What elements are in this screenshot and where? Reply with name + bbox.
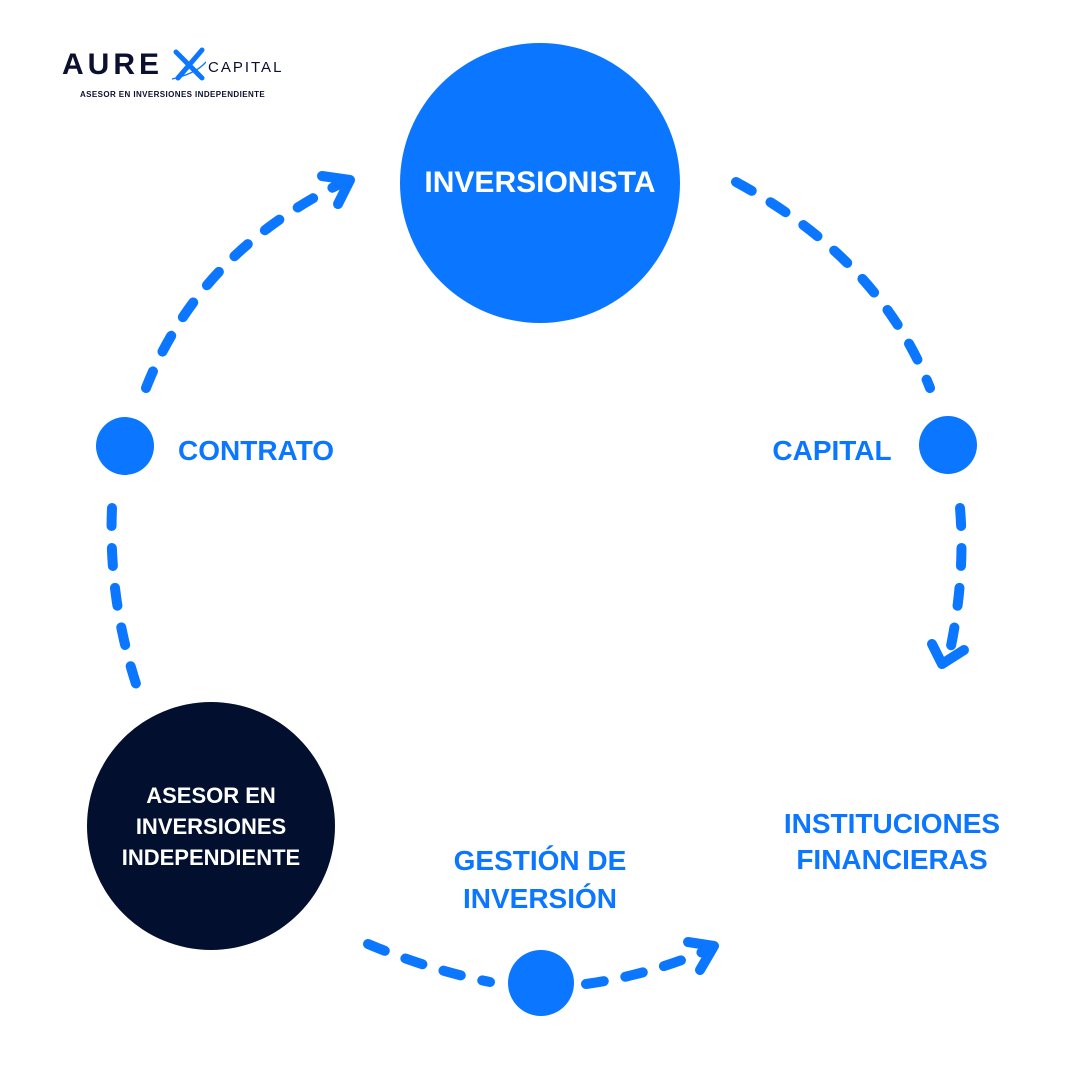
- logo: AURE CAPITAL ASESOR EN INVERSIONES INDEP…: [62, 47, 302, 104]
- arrow-investor-to-capital: [731, 177, 935, 393]
- arrow-head-right: [683, 937, 719, 975]
- arrow-head-investor: [317, 171, 355, 209]
- management-label-line-1: GESTIÓN DE: [453, 845, 627, 876]
- advisor-label-line-3: INDEPENDIENTE: [121, 845, 301, 870]
- logo-capital: CAPITAL: [208, 59, 284, 76]
- capital-label: CAPITAL: [772, 435, 892, 466]
- arrow-advisor-to-management: [363, 939, 495, 987]
- investor-node: [400, 43, 680, 323]
- institutions-label-line-2: FINANCIERAS: [796, 844, 988, 875]
- arrow-contract-to-investor: [141, 175, 353, 393]
- arrow-advisor-to-contract: [106, 503, 143, 695]
- advisor-node: [87, 702, 335, 950]
- contract-dot: [96, 417, 154, 475]
- arrow-capital-to-institutions: [943, 503, 967, 665]
- logo-wordmark: AURE: [62, 48, 164, 81]
- advisor-label: ASESOR EN INVERSIONES INDEPENDIENTE: [96, 780, 326, 873]
- arrow-head-institutions: [927, 639, 969, 669]
- advisor-label-line-1: ASESOR EN: [146, 783, 276, 808]
- management-label: GESTIÓN DE INVERSIÓN: [440, 842, 640, 918]
- capital-dot: [919, 416, 977, 474]
- logo-tagline: ASESOR EN INVERSIONES INDEPENDIENTE: [80, 90, 266, 99]
- management-dot: [508, 950, 574, 1016]
- investor-label: INVERSIONISTA: [424, 166, 656, 199]
- institutions-label-line-1: INSTITUCIONES: [783, 808, 1001, 839]
- management-label-line-2: INVERSIÓN: [462, 883, 618, 914]
- arrow-management-to-institutions: [581, 943, 717, 989]
- institutions-label: INSTITUCIONES FINANCIERAS: [770, 806, 1014, 878]
- logo-x-mark-icon: [172, 47, 206, 81]
- advisor-label-line-2: INVERSIONES: [135, 814, 287, 839]
- contract-label: CONTRATO: [178, 435, 335, 466]
